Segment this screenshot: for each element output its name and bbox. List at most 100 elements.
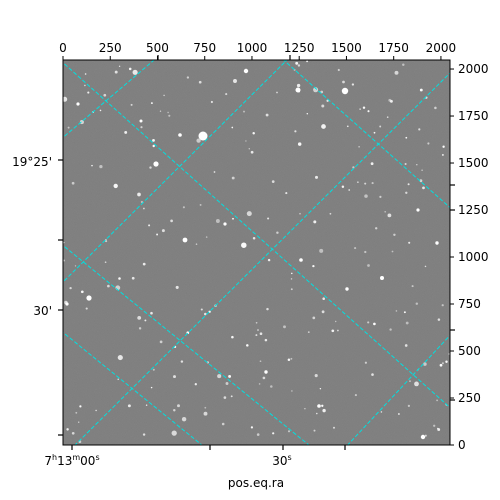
right-tick-label: 1000 xyxy=(458,250,489,264)
top-tick-label: 1750 xyxy=(378,41,409,55)
star xyxy=(233,79,237,83)
right-tick-label: 500 xyxy=(458,344,481,358)
bright-star xyxy=(243,68,249,74)
star xyxy=(402,63,405,66)
right-tick-label: 1750 xyxy=(458,109,489,123)
star xyxy=(159,340,163,344)
star xyxy=(264,338,268,342)
star xyxy=(63,96,68,102)
star xyxy=(117,378,119,381)
star xyxy=(256,433,260,436)
star xyxy=(138,327,142,330)
star xyxy=(364,250,367,254)
star xyxy=(394,70,399,75)
bright-star xyxy=(380,276,384,280)
star xyxy=(196,138,201,143)
star xyxy=(299,212,301,215)
star xyxy=(80,290,84,294)
star xyxy=(437,318,441,321)
star xyxy=(379,125,382,128)
bright-star xyxy=(420,434,426,440)
star xyxy=(71,431,75,435)
star xyxy=(326,99,329,102)
star xyxy=(232,217,234,220)
star xyxy=(422,186,425,190)
right-tick-label: 750 xyxy=(458,297,481,311)
grid-line xyxy=(63,62,450,409)
star xyxy=(322,408,326,413)
star xyxy=(427,142,430,145)
star xyxy=(287,358,291,361)
star xyxy=(78,421,80,423)
star xyxy=(243,110,245,113)
grid-line xyxy=(63,331,203,445)
star xyxy=(424,434,427,437)
star xyxy=(409,380,411,382)
star xyxy=(371,373,374,376)
star xyxy=(87,91,90,94)
star xyxy=(79,120,84,125)
star xyxy=(67,126,70,129)
star xyxy=(362,106,366,109)
star xyxy=(306,112,309,115)
star xyxy=(276,91,278,94)
star xyxy=(156,233,159,236)
star xyxy=(152,368,155,371)
star xyxy=(373,322,376,326)
star xyxy=(321,404,324,407)
star xyxy=(118,65,121,68)
star xyxy=(248,148,251,150)
star xyxy=(180,360,184,363)
star xyxy=(423,362,427,366)
star xyxy=(439,363,443,367)
star xyxy=(114,70,118,74)
star xyxy=(74,265,77,267)
star xyxy=(262,376,266,380)
star xyxy=(131,276,135,280)
star xyxy=(441,304,444,307)
star xyxy=(117,355,123,361)
right-tick-label: 250 xyxy=(458,391,481,405)
star xyxy=(203,411,208,416)
grid-line xyxy=(63,244,310,445)
star xyxy=(149,166,152,169)
star xyxy=(419,88,423,92)
star xyxy=(307,331,310,333)
bright-star xyxy=(223,222,227,226)
star xyxy=(170,219,173,223)
x-axis-label: pos.eq.ra xyxy=(228,476,284,490)
star xyxy=(272,432,275,435)
star xyxy=(316,412,318,415)
star xyxy=(143,207,145,210)
star xyxy=(358,146,360,148)
star xyxy=(313,87,319,93)
star xyxy=(175,285,179,289)
star xyxy=(241,242,247,248)
star xyxy=(95,409,97,412)
star xyxy=(313,220,317,224)
star xyxy=(347,125,349,128)
star xyxy=(137,315,142,320)
star xyxy=(290,288,293,291)
star xyxy=(331,329,335,333)
star xyxy=(424,265,427,268)
star xyxy=(380,411,383,413)
top-tick-label: 250 xyxy=(99,41,122,55)
grid-line xyxy=(63,60,155,139)
star xyxy=(113,183,118,189)
star xyxy=(391,250,394,253)
top-tick-label: 0 xyxy=(59,41,67,55)
star xyxy=(348,189,351,191)
star xyxy=(405,136,408,139)
star xyxy=(194,383,197,386)
star xyxy=(152,144,155,148)
bright-star xyxy=(317,404,321,408)
star xyxy=(418,128,421,131)
star xyxy=(312,316,316,320)
bright-star xyxy=(65,302,69,306)
star xyxy=(314,374,318,378)
star xyxy=(145,404,148,406)
star xyxy=(228,374,232,378)
star xyxy=(312,264,315,268)
star xyxy=(341,185,345,188)
